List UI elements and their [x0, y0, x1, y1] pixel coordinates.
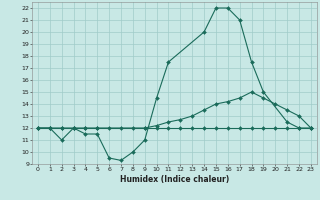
X-axis label: Humidex (Indice chaleur): Humidex (Indice chaleur)	[120, 175, 229, 184]
